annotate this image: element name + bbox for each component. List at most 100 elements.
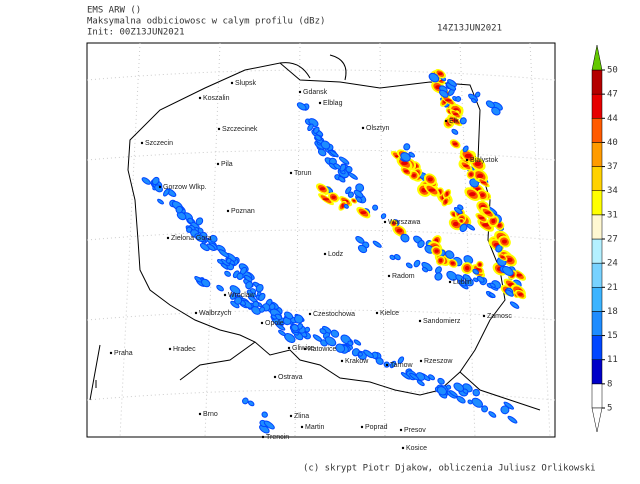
- cell: [345, 186, 352, 195]
- cell: [259, 306, 266, 313]
- city-label: Warszawa: [388, 219, 421, 226]
- city-label: Gliwice: [292, 345, 315, 352]
- colorbar-label: 15: [607, 331, 618, 341]
- cell: [234, 296, 243, 305]
- colorbar-label: 18: [607, 307, 618, 317]
- cell-core: [451, 119, 459, 122]
- cell: [338, 156, 350, 165]
- city-dot: [230, 81, 234, 85]
- cell: [409, 372, 419, 381]
- cell: [347, 340, 354, 346]
- cell: [455, 274, 465, 282]
- cell: [400, 233, 410, 243]
- cell: [485, 100, 495, 109]
- cell-core: [322, 198, 330, 201]
- city-label: Sandomierz: [423, 318, 461, 325]
- cell-core: [331, 195, 336, 200]
- cell: [250, 288, 257, 294]
- city-dot: [399, 428, 403, 432]
- cell: [437, 377, 445, 385]
- city-dot: [448, 280, 452, 284]
- city-dot: [375, 311, 379, 315]
- colorbar-label: 37: [607, 162, 618, 172]
- cell: [421, 266, 429, 273]
- city-dot: [289, 414, 293, 418]
- city-label: Wroclaw: [228, 292, 256, 299]
- city-label: Martin: [305, 424, 325, 431]
- cell: [175, 205, 183, 214]
- city-dot: [261, 435, 265, 439]
- colorbar: 5 8 11 15 18 21 24 27 31 34 37 40 44 47 50: [591, 44, 618, 433]
- city-dot: [385, 363, 389, 367]
- cell: [194, 233, 205, 243]
- cell: [339, 163, 347, 172]
- city-dot: [158, 185, 162, 189]
- city-dot: [109, 351, 113, 355]
- city-label: Hradec: [173, 346, 196, 353]
- cell: [304, 326, 311, 333]
- cell: [471, 397, 483, 408]
- cell: [242, 397, 249, 405]
- cell-core: [516, 273, 523, 277]
- cell-core: [453, 113, 459, 116]
- cell: [455, 96, 462, 102]
- city-dot: [340, 359, 344, 363]
- city-dot: [217, 127, 221, 131]
- cell: [243, 274, 253, 282]
- cell: [263, 420, 275, 430]
- cell: [462, 388, 469, 394]
- city-label: Gorzow Wlkp.: [163, 184, 207, 191]
- colorbar-label: 31: [607, 210, 618, 220]
- cell-core: [352, 199, 356, 202]
- city-label: Katowice: [308, 346, 337, 353]
- cell: [400, 372, 411, 380]
- cell-core: [396, 228, 403, 233]
- cell-core: [452, 142, 458, 146]
- cell-core: [480, 193, 485, 198]
- city-label: Zielona Gora: [171, 235, 212, 242]
- cities: Slupsk Koszalin Gdansk Elblag Olsztyn Elk Szcz…: [109, 80, 512, 452]
- cell: [329, 150, 339, 158]
- cell: [258, 292, 266, 302]
- cell-core: [506, 257, 513, 263]
- cell-core: [452, 221, 459, 227]
- city-dot: [168, 347, 172, 351]
- city-dot: [198, 96, 202, 100]
- cell-core: [428, 188, 436, 192]
- cell: [400, 152, 411, 162]
- cell: [389, 254, 396, 261]
- cell: [357, 351, 363, 357]
- city-label: Koszalin: [203, 95, 230, 102]
- cell: [445, 384, 452, 390]
- cell: [502, 265, 514, 277]
- cell-core: [500, 256, 505, 259]
- cell: [345, 165, 353, 173]
- cell: [448, 390, 458, 397]
- cell: [187, 217, 194, 224]
- city-label: Pila: [221, 161, 233, 168]
- cell: [507, 415, 518, 424]
- map-frame: [86, 42, 556, 438]
- cell: [417, 239, 425, 249]
- cell: [218, 249, 230, 258]
- cell: [505, 289, 514, 297]
- cell: [157, 198, 164, 205]
- cell: [413, 259, 421, 268]
- cell: [474, 91, 481, 98]
- cell: [151, 176, 160, 186]
- colorbar-label: 44: [607, 114, 618, 124]
- cell: [491, 106, 501, 116]
- city-label: Kielce: [380, 310, 399, 317]
- cell: [313, 126, 320, 134]
- cell: [436, 386, 447, 396]
- cell-core: [482, 223, 490, 227]
- city-dot: [194, 311, 198, 315]
- city-label: Poznan: [231, 208, 255, 215]
- city-label: Radom: [392, 273, 415, 280]
- cell-core: [480, 181, 487, 184]
- city-label: Rzeszow: [424, 358, 453, 365]
- cell-core: [392, 222, 396, 225]
- cell: [489, 282, 496, 288]
- cell-core: [360, 211, 367, 215]
